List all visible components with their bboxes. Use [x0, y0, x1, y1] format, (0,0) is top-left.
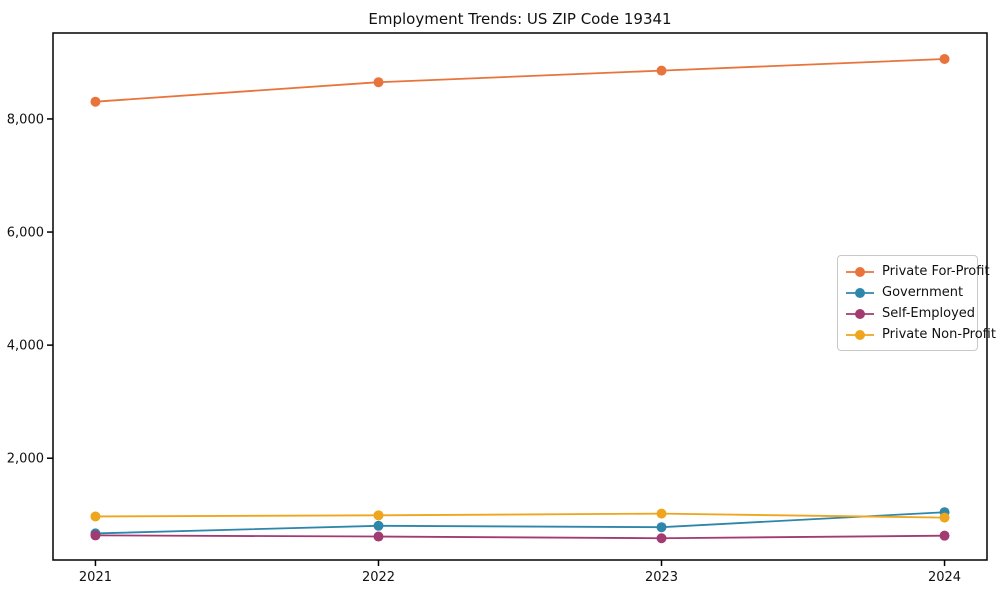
legend-marker-line-dot-icon: [846, 266, 874, 277]
legend-marker-line-dot-icon: [846, 308, 874, 319]
data-point-private-non-profit: [656, 508, 667, 519]
legend-label: Private Non-Profit: [882, 327, 996, 342]
data-point-self-employed: [656, 533, 667, 544]
data-point-self-employed: [939, 530, 950, 541]
plot-border: [52, 32, 988, 561]
series-line-private-for-profit: [95, 58, 945, 103]
chart-legend: Private For-Profit Government Self-Employe…: [837, 255, 996, 351]
y-tick-label: 8,000: [7, 112, 44, 127]
legend-label: Private For-Profit: [882, 264, 990, 279]
legend-item-government: Government: [845, 282, 969, 303]
x-tick-label: 2024: [928, 570, 961, 585]
y-tick-label: 2,000: [7, 452, 44, 467]
data-point-private-for-profit: [939, 54, 950, 65]
data-point-private-for-profit: [90, 96, 101, 107]
data-point-government: [373, 520, 384, 531]
legend-item-private-for-profit: Private For-Profit: [845, 261, 990, 282]
x-tick-label: 2022: [362, 570, 395, 585]
x-tick-label: 2023: [645, 570, 678, 585]
data-point-private-non-profit: [90, 511, 101, 522]
chart-title: Employment Trends: US ZIP Code 19341: [368, 10, 672, 28]
data-point-private-non-profit: [939, 512, 950, 523]
legend-marker-line-dot-icon: [846, 329, 874, 340]
data-point-government: [656, 522, 667, 533]
y-tick-label: 4,000: [7, 339, 44, 354]
series-line-self-employed: [95, 534, 945, 540]
series-line-government: [95, 511, 945, 535]
legend-marker-line-dot-icon: [846, 287, 874, 298]
data-point-self-employed: [373, 531, 384, 542]
y-tick-label: 6,000: [7, 226, 44, 241]
legend-label: Government: [882, 285, 964, 300]
legend-item-private-non-profit: Private Non-Profit: [845, 324, 996, 345]
data-point-private-for-profit: [373, 77, 384, 88]
series-line-private-non-profit: [95, 512, 945, 519]
data-point-private-non-profit: [373, 510, 384, 521]
legend-label: Self-Employed: [882, 306, 976, 321]
legend-item-self-employed: Self-Employed: [845, 303, 975, 324]
data-point-self-employed: [90, 530, 101, 541]
x-tick-label: 2021: [79, 570, 112, 585]
data-point-private-for-profit: [656, 65, 667, 76]
